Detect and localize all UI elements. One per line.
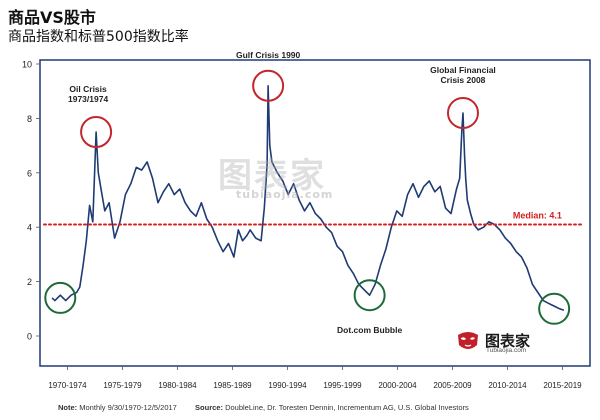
annotation-circle — [538, 292, 571, 325]
plot-frame — [39, 59, 591, 367]
annotation-label-line: Oil Crisis — [69, 84, 107, 94]
y-tick-label: 8 — [27, 114, 32, 124]
source-label: Source: — [195, 403, 223, 412]
x-tick-label: 1990-1994 — [268, 381, 307, 390]
annotation-circle — [44, 281, 77, 314]
x-tick-label: 1970-1974 — [48, 381, 87, 390]
annotation-label: Dot.com Bubble — [337, 325, 402, 335]
source-text: DoubleLine, Dr. Toresten Dennin, Increme… — [225, 403, 469, 412]
y-tick-label: 6 — [27, 168, 32, 178]
x-tick-label: 2005-2009 — [433, 381, 472, 390]
page-title: 商品VS股市 — [8, 8, 96, 27]
y-tick-label: 4 — [27, 223, 32, 233]
x-tick-label: 1975-1979 — [103, 381, 142, 390]
x-tick-label: 1995-1999 — [323, 381, 362, 390]
x-tick-label: 1980-1984 — [158, 381, 197, 390]
annotation-circle — [353, 279, 386, 312]
logo-url: Tubiaojia.com — [486, 347, 527, 354]
annotation-circle — [252, 69, 285, 102]
y-tick-label: 2 — [27, 277, 32, 287]
page-subtitle: 商品指数和标普500指数比率 — [8, 29, 189, 45]
annotation-label: Gulf Crisis 1990 — [236, 50, 301, 60]
annotation-label-line: Crisis 2008 — [441, 75, 486, 85]
annotation-label: Oil Crisis 1973/1974 — [68, 84, 108, 104]
x-tick-label: 2000-2004 — [378, 381, 417, 390]
logo-text: 图表家 — [485, 332, 531, 350]
mask-logo-icon — [458, 332, 478, 349]
brand-logo: 图表家 Tubiaojia.com — [455, 329, 565, 355]
note-label: Note: — [58, 403, 78, 412]
x-tick-label: 1985-1989 — [213, 381, 252, 390]
annotation-label-line: Dot.com Bubble — [337, 325, 402, 335]
median-label: Median: 4.1 — [513, 210, 562, 220]
x-tick-label: 2015-2019 — [543, 381, 582, 390]
ratio-series-line — [51, 85, 565, 311]
annotation-label-line: 1973/1974 — [68, 94, 108, 104]
annotation-label: Global Financial Crisis 2008 — [430, 65, 496, 85]
y-tick-label: 0 — [27, 332, 32, 342]
note-text: Monthly 9/30/1970-12/5/2017 — [79, 403, 177, 412]
y-tick-label: 10 — [22, 60, 32, 70]
annotation-circle — [80, 116, 113, 148]
annotation-label-line: Global Financial — [430, 65, 496, 75]
chart-footer: Note: Monthly 9/30/1970-12/5/2017 Source… — [58, 403, 469, 412]
annotation-circle — [446, 96, 479, 129]
annotation-label-line: Gulf Crisis 1990 — [236, 50, 301, 60]
x-tick-label: 2010-2014 — [488, 381, 527, 390]
